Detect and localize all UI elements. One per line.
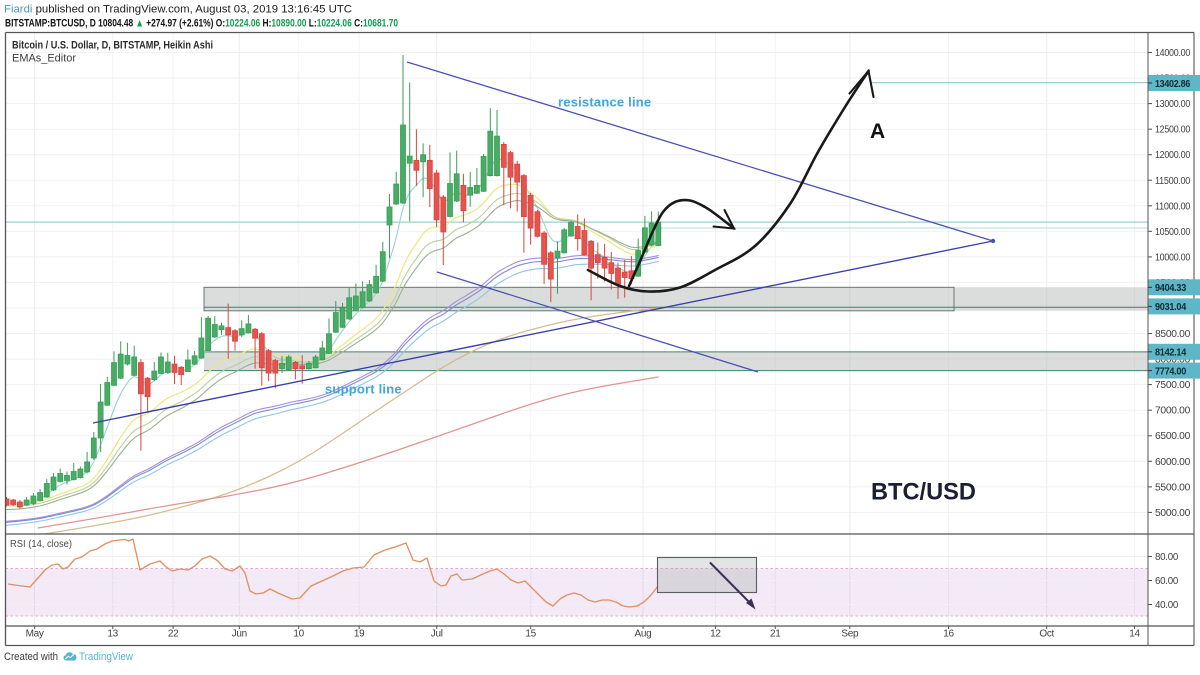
svg-text:Bitcoin / U.S. Dollar, D, BITS: Bitcoin / U.S. Dollar, D, BITSTAMP, Heik…: [12, 40, 213, 52]
svg-text:6500.00: 6500.00: [1155, 431, 1191, 442]
svg-text:7774.00: 7774.00: [1155, 366, 1187, 377]
svg-text:Created with: Created with: [4, 651, 58, 663]
svg-text:10500.00: 10500.00: [1155, 227, 1191, 238]
svg-text:7500.00: 7500.00: [1155, 380, 1191, 391]
svg-text:15: 15: [525, 629, 536, 640]
svg-text:11500.00: 11500.00: [1155, 176, 1191, 187]
svg-text:Jul: Jul: [431, 629, 443, 640]
svg-text:RSI (14, close): RSI (14, close): [10, 539, 72, 550]
svg-text:Sep: Sep: [841, 629, 859, 640]
svg-text:13402.86: 13402.86: [1155, 79, 1191, 90]
svg-text:9404.33: 9404.33: [1155, 283, 1187, 294]
svg-text:BTC/USD: BTC/USD: [871, 479, 976, 506]
svg-text:5500.00: 5500.00: [1155, 482, 1191, 493]
svg-text:5000.00: 5000.00: [1155, 508, 1191, 519]
svg-text:9031.04: 9031.04: [1155, 302, 1187, 313]
svg-text:May: May: [26, 629, 44, 640]
svg-text:40.00: 40.00: [1155, 600, 1179, 611]
svg-text:support line: support line: [325, 382, 402, 397]
svg-text:BITSTAMP:BTCUSD, D 10804.48 ▲: BITSTAMP:BTCUSD, D 10804.48 ▲ +274.97 (+…: [5, 18, 398, 30]
svg-text:6000.00: 6000.00: [1155, 457, 1191, 468]
svg-text:resistance line: resistance line: [558, 95, 651, 110]
svg-text:22: 22: [168, 629, 179, 640]
svg-text:14: 14: [1129, 629, 1140, 640]
svg-text:14000.00: 14000.00: [1155, 48, 1191, 59]
svg-text:12000.00: 12000.00: [1155, 150, 1191, 161]
svg-text:Jun: Jun: [232, 629, 247, 640]
svg-text:12500.00: 12500.00: [1155, 125, 1191, 136]
svg-text:21: 21: [770, 629, 781, 640]
svg-text:A: A: [870, 120, 885, 143]
svg-text:10: 10: [293, 629, 304, 640]
svg-text:60.00: 60.00: [1155, 576, 1179, 587]
svg-text:EMAs_Editor: EMAs_Editor: [12, 53, 76, 65]
svg-text:80.00: 80.00: [1155, 552, 1179, 563]
svg-text:13000.00: 13000.00: [1155, 99, 1191, 110]
svg-text:Aug: Aug: [635, 629, 652, 640]
svg-text:TradingView: TradingView: [79, 651, 133, 663]
svg-text:7000.00: 7000.00: [1155, 406, 1191, 417]
svg-text:11000.00: 11000.00: [1155, 201, 1191, 212]
svg-text:8142.14: 8142.14: [1155, 348, 1187, 359]
svg-text:Fiardi published on TradingVie: Fiardi published on TradingView.com, Aug…: [4, 3, 352, 15]
svg-text:8500.00: 8500.00: [1155, 329, 1191, 340]
svg-text:19: 19: [354, 629, 365, 640]
svg-text:10000.00: 10000.00: [1155, 252, 1191, 263]
svg-text:12: 12: [710, 629, 721, 640]
svg-text:Oct: Oct: [1039, 629, 1054, 640]
svg-text:13: 13: [107, 629, 118, 640]
svg-text:16: 16: [943, 629, 954, 640]
